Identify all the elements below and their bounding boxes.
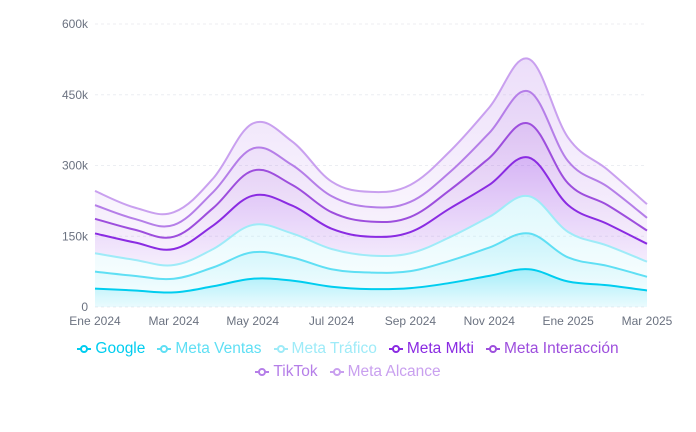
- line-meta-interacción: [94, 122, 648, 239]
- x-tick-label: Sep 2024: [385, 314, 437, 328]
- legend-item[interactable]: TikTok: [255, 363, 318, 381]
- legend-line-dot-icon: [157, 345, 172, 353]
- legend-label: Meta Alcance: [347, 363, 441, 380]
- line-meta-alcance: [94, 57, 648, 216]
- x-tick-label: Mar 2024: [149, 314, 200, 328]
- lines: [94, 57, 648, 294]
- x-tick-label: Mar 2025: [622, 314, 673, 328]
- legend-label: Meta Interacción: [504, 340, 619, 357]
- area-meta-mkti: [95, 157, 647, 266]
- legend-item[interactable]: Meta Alcance: [329, 363, 441, 381]
- legend-label: Google: [95, 340, 146, 357]
- legend-row-1: Google Meta Ventas Meta Tráfico Meta Mkti Me…: [0, 340, 696, 358]
- area-meta-ventas: [95, 233, 647, 293]
- x-tick-label: Ene 2025: [542, 314, 594, 328]
- legend-line-dot-icon: [388, 345, 403, 353]
- x-tick-label: Ene 2024: [69, 314, 121, 328]
- line-meta-tráfico: [94, 194, 648, 267]
- areas: [95, 58, 647, 307]
- x-tick-label: May 2024: [226, 314, 279, 328]
- x-tick-label: Jul 2024: [309, 314, 355, 328]
- line-google: [94, 268, 648, 294]
- x-tick-label: Nov 2024: [464, 314, 516, 328]
- area-meta-alcance: [95, 58, 647, 227]
- legend-label: Meta Mkti: [406, 340, 475, 357]
- legend-item[interactable]: Google: [77, 340, 145, 358]
- legend-line-dot-icon: [273, 345, 288, 353]
- legend-label: Meta Ventas: [175, 340, 262, 357]
- line-meta-ventas: [94, 232, 648, 281]
- y-tick-label: 600k: [62, 17, 89, 31]
- legend-line-dot-icon: [255, 368, 270, 376]
- line-tiktok: [94, 90, 648, 228]
- area-google: [95, 269, 647, 307]
- legend-line-dot-icon: [329, 368, 344, 376]
- y-tick-label: 300k: [62, 159, 89, 173]
- y-tick-label: 150k: [62, 229, 89, 243]
- area-meta-interacción: [95, 123, 647, 250]
- legend-item[interactable]: Meta Ventas: [157, 340, 262, 358]
- y-axis: 0 150k 300k 450k 600k: [62, 17, 89, 314]
- legend-item[interactable]: Meta Mkti: [388, 340, 475, 358]
- area-tiktok: [95, 90, 647, 238]
- legend-line-dot-icon: [486, 345, 501, 353]
- y-tick-label: 0: [81, 300, 88, 314]
- legend-line-dot-icon: [77, 345, 92, 353]
- legend-label: Meta Tráfico: [291, 340, 377, 357]
- line-meta-mkti: [94, 156, 648, 251]
- legend-row-2: TikTok Meta Alcance: [0, 363, 696, 381]
- x-axis: Ene 2024 Mar 2024 May 2024 Jul 2024 Sep 2024…: [69, 314, 672, 328]
- y-tick-label: 450k: [62, 88, 89, 102]
- legend-label: TikTok: [273, 363, 318, 380]
- legend-item[interactable]: Meta Tráfico: [273, 340, 377, 358]
- legend-item[interactable]: Meta Interacción: [486, 340, 619, 358]
